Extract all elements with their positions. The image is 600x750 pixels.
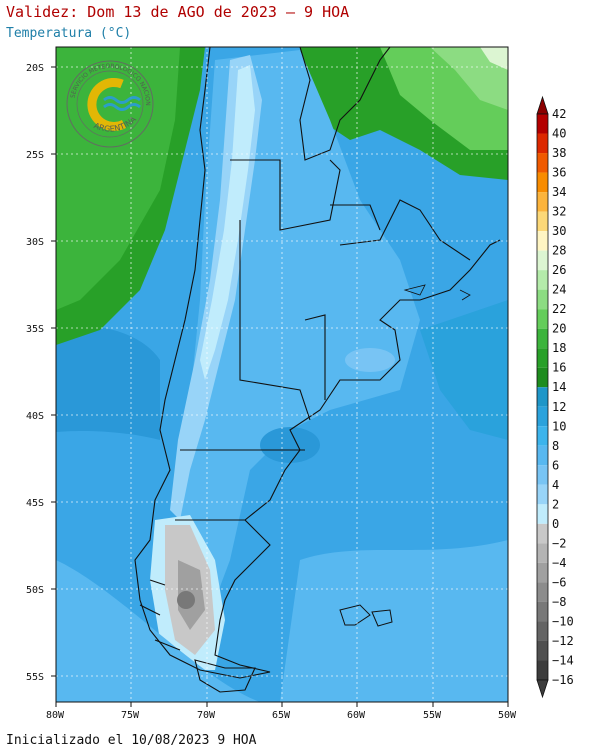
- lat-label: 55S: [26, 672, 44, 683]
- temperature-field: [56, 47, 508, 702]
- colorbar-label: 20: [552, 322, 566, 336]
- colorbar-swatch: [537, 640, 548, 661]
- colorbar-label: 14: [552, 380, 566, 394]
- colorbar-label: 18: [552, 341, 566, 355]
- colorbar-label: −12: [552, 634, 574, 648]
- colorbar: 424038363432302826242220181614121086420−…: [536, 95, 574, 699]
- colorbar-label: −8: [552, 595, 566, 609]
- colorbar-swatch: [537, 406, 548, 427]
- colorbar-label: 42: [552, 107, 566, 121]
- logo-waves: [103, 96, 141, 111]
- map-subtitle: Temperatura (°C): [6, 26, 132, 41]
- colorbar-label: 16: [552, 361, 566, 375]
- lon-label: 55W: [423, 710, 442, 721]
- lon-label: 75W: [121, 710, 140, 721]
- colorbar-label: 32: [552, 205, 566, 219]
- colorbar-swatch: [537, 562, 548, 583]
- colorbar-swatch: [537, 484, 548, 505]
- colorbar-swatch: [537, 328, 548, 349]
- colorbar-swatch: [537, 387, 548, 407]
- colorbar-swatch: [537, 426, 548, 446]
- colorbar-label: 36: [552, 166, 566, 180]
- colorbar-label: −6: [552, 575, 566, 589]
- lat-label: 35S: [26, 324, 44, 335]
- colorbar-label: 40: [552, 127, 566, 141]
- lat-label: 20S: [26, 63, 44, 74]
- colorbar-swatch: [537, 465, 548, 485]
- colorbar-label: 8: [552, 439, 559, 453]
- init-label: Inicializado el 10/08/2023 9 HOA: [6, 733, 257, 748]
- colorbar-label: 24: [552, 283, 566, 297]
- islands-outline: [339, 604, 393, 627]
- map-title: Validez: Dom 13 de AGO de 2023 – 9 HOA: [6, 3, 350, 21]
- colorbar-max-arrow: [536, 95, 549, 115]
- colorbar-swatch: [537, 601, 548, 622]
- colorbar-swatch: [537, 231, 548, 251]
- lon-label: 80W: [46, 710, 65, 721]
- colorbar-label: −4: [552, 556, 566, 570]
- lat-label: 50S: [26, 585, 44, 596]
- coastline: [134, 47, 501, 693]
- lon-label: 50W: [498, 710, 517, 721]
- colorbar-swatch: [537, 192, 548, 212]
- latitude-labels: 20S 25S 30S 35S 40S 45S 50S 55S: [26, 63, 44, 683]
- lat-label: 30S: [26, 237, 44, 248]
- colorbar-label: 10: [552, 419, 566, 433]
- colorbar-swatch: [537, 211, 548, 232]
- lon-label: 70W: [197, 710, 216, 721]
- colorbar-swatch: [537, 172, 548, 193]
- colorbar-label: −16: [552, 673, 574, 687]
- logo-sun-arc: [87, 77, 127, 131]
- lat-label: 25S: [26, 150, 44, 161]
- colorbar-swatch: [537, 309, 548, 329]
- colorbar-label: 2: [552, 497, 559, 511]
- colorbar-swatch: [537, 289, 548, 310]
- longitude-labels: 80W 75W 70W 65W 60W 55W 50W: [46, 710, 517, 721]
- colorbar-swatch: [537, 445, 548, 466]
- lon-label: 60W: [347, 710, 366, 721]
- colorbar-label: 28: [552, 244, 566, 258]
- colorbar-swatch: [537, 621, 548, 641]
- colorbar-swatch: [537, 153, 548, 173]
- colorbar-label: 4: [552, 478, 559, 492]
- colorbar-swatch: [537, 367, 548, 388]
- colorbar-swatch: [537, 543, 548, 563]
- colorbar-swatch: [537, 250, 548, 271]
- colorbar-label: −10: [552, 614, 574, 628]
- colorbar-swatch: [537, 660, 548, 680]
- colorbar-swatch: [537, 348, 548, 368]
- colorbar-label: 6: [552, 458, 559, 472]
- lon-label: 65W: [272, 710, 291, 721]
- colorbar-label: 22: [552, 302, 566, 316]
- colorbar-swatch: [537, 523, 548, 544]
- lat-label: 45S: [26, 498, 44, 509]
- colorbar-min-arrow: [536, 679, 549, 699]
- colorbar-label: 34: [552, 185, 566, 199]
- colorbar-swatch: [537, 114, 548, 134]
- colorbar-swatch: [537, 504, 548, 524]
- colorbar-label: −2: [552, 536, 566, 550]
- colorbar-label: 38: [552, 146, 566, 160]
- colorbar-swatch: [537, 133, 548, 154]
- lat-label: 40S: [26, 411, 44, 422]
- colorbar-label: −14: [552, 653, 574, 667]
- colorbar-swatch: [537, 582, 548, 602]
- colorbar-label: 0: [552, 517, 559, 531]
- colorbar-label: 26: [552, 263, 566, 277]
- colorbar-swatch: [537, 270, 548, 290]
- graticule: [56, 47, 508, 702]
- colorbar-label: 12: [552, 400, 566, 414]
- colorbar-label: 30: [552, 224, 566, 238]
